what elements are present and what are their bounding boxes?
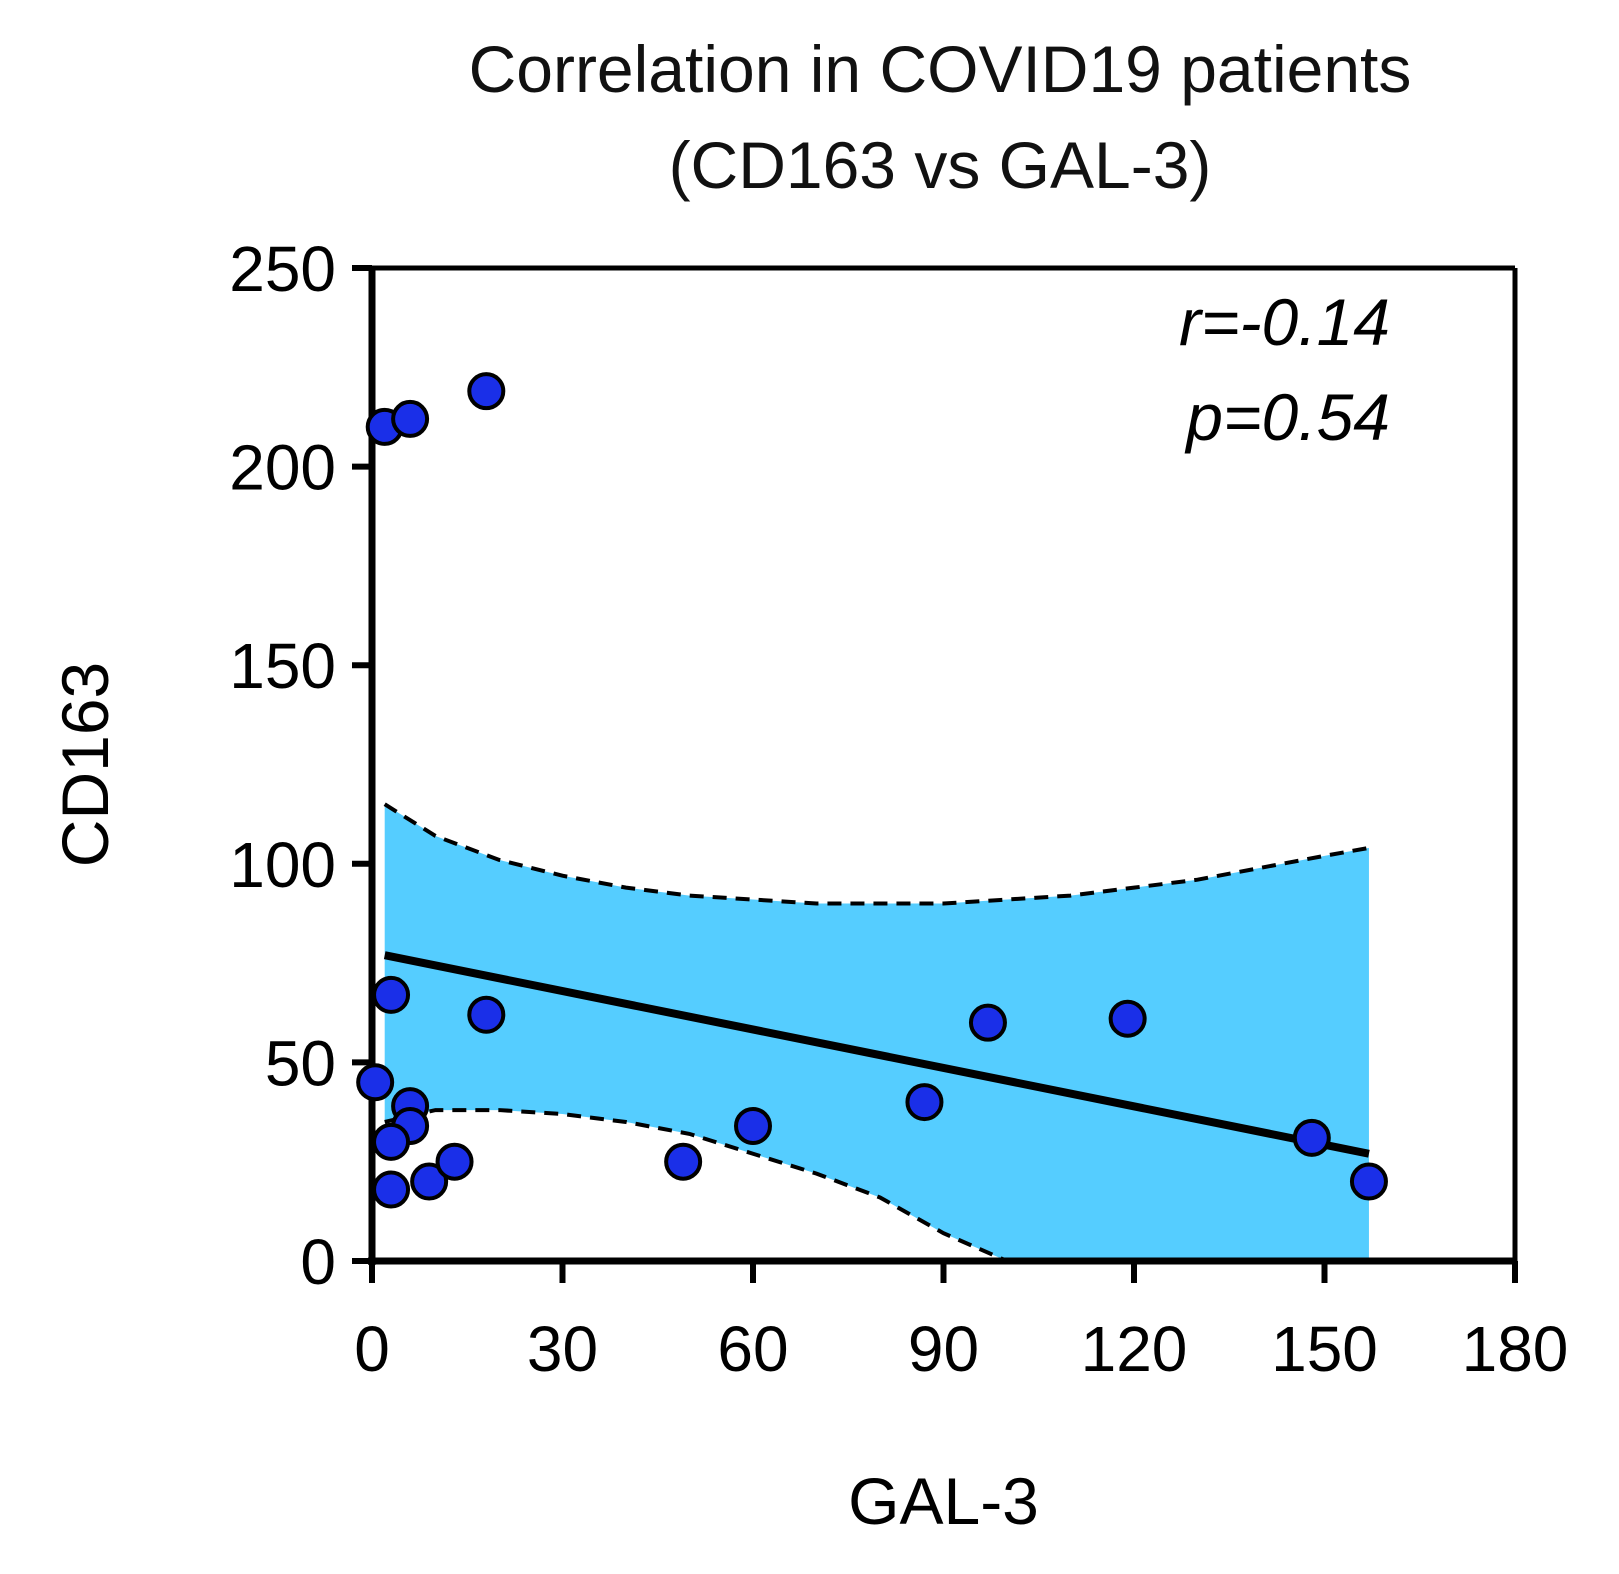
y-tick-label: 200 [229,432,336,504]
x-tick-label: 90 [908,1313,979,1385]
x-tick-label: 0 [354,1313,390,1385]
data-point [372,975,411,1014]
data-point [435,1142,474,1181]
x-tick-label: 150 [1271,1313,1378,1385]
data-point [467,372,506,411]
data-point [1108,999,1147,1038]
confidence-band-layer [383,802,1370,1263]
y-tick-label: 50 [265,1027,336,1099]
regression-layer [383,951,1370,1158]
confidence-band-upper [383,802,1370,906]
x-tick-label: 30 [527,1313,598,1385]
y-tick-label: 0 [300,1226,336,1298]
data-point [467,995,506,1034]
x-axis-label: GAL-3 [848,1464,1039,1538]
data-point [391,399,430,438]
y-tick-label: 100 [229,829,336,901]
data-point [905,1083,944,1122]
data-point [968,1003,1007,1042]
y-tick-label: 250 [229,233,336,305]
correlation-r-annotation: r=-0.14 [1179,285,1390,359]
data-point [734,1106,772,1145]
data-point [356,1063,395,1102]
regression-line [383,951,1370,1158]
x-tick-label: 60 [717,1313,788,1385]
data-point [1349,1162,1388,1201]
correlation-p-annotation: p=0.54 [1184,380,1390,454]
chart-title-line-2: (CD163 vs GAL-3) [668,128,1212,202]
x-tick-label: 180 [1462,1313,1569,1385]
y-tick-label: 150 [229,630,336,702]
x-tick-label: 120 [1081,1313,1188,1385]
confidence-band-fill [384,804,1369,1261]
data-point [372,1122,411,1161]
data-point [664,1142,703,1181]
data-point [372,1170,411,1209]
data-points [356,372,1388,1209]
data-point [1292,1118,1331,1157]
chart-title-line-1: Correlation in COVID19 patients [468,32,1412,106]
data-point [410,1162,449,1201]
y-axis-label: CD163 [48,662,122,867]
confidence-band-lower [384,1108,1008,1263]
chart-text: 0 50 100 150 200 250 0 30 60 90 120 150 180 GAL-3 CD16… [48,233,1568,1538]
